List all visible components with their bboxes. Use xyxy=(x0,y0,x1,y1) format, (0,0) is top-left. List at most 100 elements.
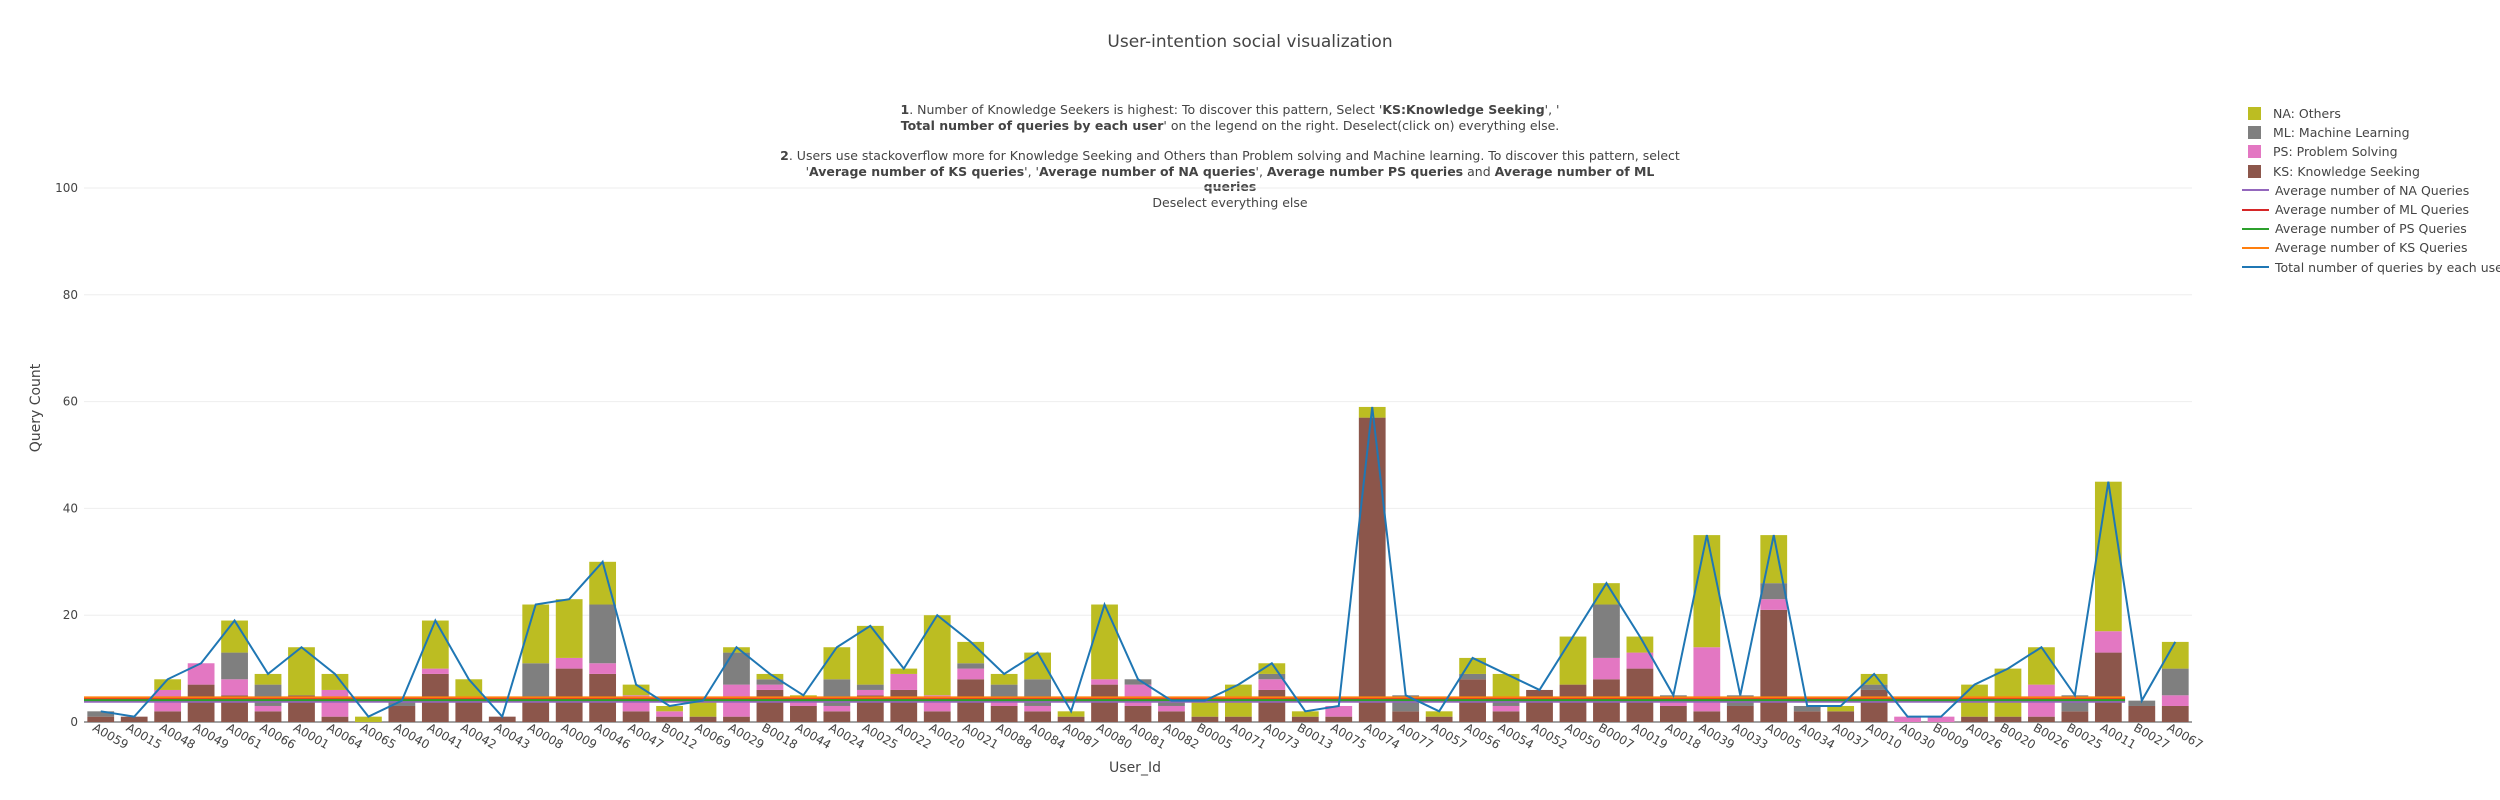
bar-ks-A0022[interactable] xyxy=(890,689,918,722)
bar-ks-A0040[interactable] xyxy=(388,705,416,722)
bar-ks-A0011[interactable] xyxy=(2094,652,2122,722)
bar-ks-B0026[interactable] xyxy=(2028,716,2055,722)
bar-na-A0029[interactable] xyxy=(723,647,750,653)
bar-na-B0007[interactable] xyxy=(1593,583,1620,605)
bar-ks-A0066[interactable] xyxy=(254,711,282,722)
bar-na-A0064[interactable] xyxy=(321,673,349,690)
bar-na-A0087[interactable] xyxy=(1057,711,1085,717)
bar-ks-A0074[interactable] xyxy=(1358,417,1386,722)
bar-ks-B0020[interactable] xyxy=(1994,716,2022,722)
bar-ks-B0025[interactable] xyxy=(2061,711,2089,722)
bar-ks-A0049[interactable] xyxy=(187,684,215,722)
bar-ml-A0082[interactable] xyxy=(1158,700,1185,706)
bar-na-A0021[interactable] xyxy=(957,641,985,664)
bar-ml-A0025[interactable] xyxy=(856,684,884,690)
bar-ks-A0010[interactable] xyxy=(1860,689,1888,722)
bar-ks-A0039[interactable] xyxy=(1693,711,1721,722)
legend-item-average-number-of-ml-queries[interactable]: Average number of ML Queries xyxy=(2242,200,2500,219)
legend-item-average-number-of-ks-queries[interactable]: Average number of KS Queries xyxy=(2242,238,2500,257)
bar-ml-A0054[interactable] xyxy=(1492,700,1520,706)
bar-ps-A0064[interactable] xyxy=(321,689,349,717)
bar-ps-A0088[interactable] xyxy=(990,700,1018,706)
bar-na-A0019[interactable] xyxy=(1626,636,1654,653)
bar-na-B0012[interactable] xyxy=(656,705,683,712)
bar-na-A0011[interactable] xyxy=(2094,481,2122,632)
legend-item-average-number-of-na-queries[interactable]: Average number of NA Queries xyxy=(2242,181,2500,200)
bar-ps-B0009[interactable] xyxy=(1927,716,1955,722)
legend-item-ps-problem-solving[interactable]: PS: Problem Solving xyxy=(2242,142,2500,161)
bar-na-A0066[interactable] xyxy=(254,673,282,685)
bar-ks-A0033[interactable] xyxy=(1726,705,1754,722)
bar-ks-B0012[interactable] xyxy=(656,716,683,722)
bar-ks-A0081[interactable] xyxy=(1124,705,1152,722)
bar-ks-A0024[interactable] xyxy=(823,711,851,722)
bar-ks-A0029[interactable] xyxy=(723,716,750,722)
bar-na-A0067[interactable] xyxy=(2161,641,2189,669)
bar-ml-A0010[interactable] xyxy=(1860,684,1888,690)
bar-ps-A0024[interactable] xyxy=(823,705,851,712)
bar-ks-A0080[interactable] xyxy=(1091,684,1118,722)
bar-na-A0084[interactable] xyxy=(1024,652,1052,680)
bar-ps-A0046[interactable] xyxy=(589,663,617,674)
bar-ps-A0019[interactable] xyxy=(1626,652,1654,669)
bar-ps-A0049[interactable] xyxy=(187,663,215,685)
bar-ks-A0054[interactable] xyxy=(1492,711,1520,722)
bar-ks-A0050[interactable] xyxy=(1559,684,1587,722)
bar-ml-A0046[interactable] xyxy=(589,604,617,664)
bar-na-A0025[interactable] xyxy=(856,625,884,685)
bar-ks-A0042[interactable] xyxy=(455,700,483,722)
line-total-queries[interactable] xyxy=(100,406,2177,719)
bar-na-A0041[interactable] xyxy=(421,620,449,669)
bar-ks-A0067[interactable] xyxy=(2161,705,2189,722)
bar-ks-A0005[interactable] xyxy=(1760,609,1788,722)
bar-na-B0005[interactable] xyxy=(1191,700,1219,717)
bar-ks-A0034[interactable] xyxy=(1793,711,1821,722)
bar-ks-A0084[interactable] xyxy=(1024,711,1052,722)
bar-na-B0013[interactable] xyxy=(1291,711,1319,717)
bar-ps-A0073[interactable] xyxy=(1258,679,1286,690)
bar-ks-A0052[interactable] xyxy=(1526,689,1553,722)
bar-ps-A0021[interactable] xyxy=(957,668,985,680)
bar-ml-A0061[interactable] xyxy=(221,652,248,680)
bar-ks-A0077[interactable] xyxy=(1392,711,1420,722)
bar-na-A0039[interactable] xyxy=(1693,535,1721,648)
bar-na-A0048[interactable] xyxy=(154,679,182,690)
bar-na-A0024[interactable] xyxy=(823,647,851,680)
bar-ps-B0007[interactable] xyxy=(1593,657,1620,680)
bar-ps-A0054[interactable] xyxy=(1492,705,1520,712)
bar-ks-A0043[interactable] xyxy=(488,716,516,722)
bar-ks-A0088[interactable] xyxy=(990,705,1018,722)
bar-ml-A0021[interactable] xyxy=(957,663,985,669)
bar-na-A0022[interactable] xyxy=(890,668,918,674)
bar-ks-A0087[interactable] xyxy=(1057,716,1085,722)
bar-ks-A0073[interactable] xyxy=(1258,689,1286,722)
bar-ps-B0018[interactable] xyxy=(756,684,784,690)
bar-ps-A0081[interactable] xyxy=(1124,684,1152,706)
bar-ps-A0011[interactable] xyxy=(2094,631,2122,653)
bar-ks-A0026[interactable] xyxy=(1961,716,1988,722)
bar-ps-A0005[interactable] xyxy=(1760,599,1788,610)
bar-ps-B0012[interactable] xyxy=(656,711,683,717)
bar-ks-A0020[interactable] xyxy=(923,711,951,722)
legend-item-ks-knowledge-seeking[interactable]: KS: Knowledge Seeking xyxy=(2242,162,2500,181)
bar-na-A0009[interactable] xyxy=(555,599,583,658)
bar-ps-A0009[interactable] xyxy=(555,657,583,669)
bar-na-B0018[interactable] xyxy=(756,673,784,680)
bar-ks-B0005[interactable] xyxy=(1191,716,1219,722)
bar-ml-A0008[interactable] xyxy=(522,663,550,701)
bar-ks-B0027[interactable] xyxy=(2128,705,2156,722)
legend-item-average-number-of-ps-queries[interactable]: Average number of PS Queries xyxy=(2242,219,2500,238)
bar-ml-B0027[interactable] xyxy=(2128,700,2156,706)
bar-ps-A0067[interactable] xyxy=(2161,695,2189,706)
bar-na-A0050[interactable] xyxy=(1559,636,1587,685)
bar-ks-A0075[interactable] xyxy=(1325,716,1353,722)
bar-ps-A0075[interactable] xyxy=(1325,705,1353,717)
bar-ml-A0034[interactable] xyxy=(1793,705,1821,712)
legend-item-ml-machine-learning[interactable]: ML: Machine Learning xyxy=(2242,123,2500,142)
bar-ks-A0047[interactable] xyxy=(622,711,650,722)
legend-item-total-number-of-queries-by-each-user[interactable]: Total number of queries by each user xyxy=(2242,258,2500,277)
bar-ps-A0030[interactable] xyxy=(1894,716,1921,722)
legend-item-na-others[interactable]: NA: Others xyxy=(2242,104,2500,123)
bar-na-A0037[interactable] xyxy=(1827,705,1855,712)
bar-ks-A0008[interactable] xyxy=(522,700,550,722)
